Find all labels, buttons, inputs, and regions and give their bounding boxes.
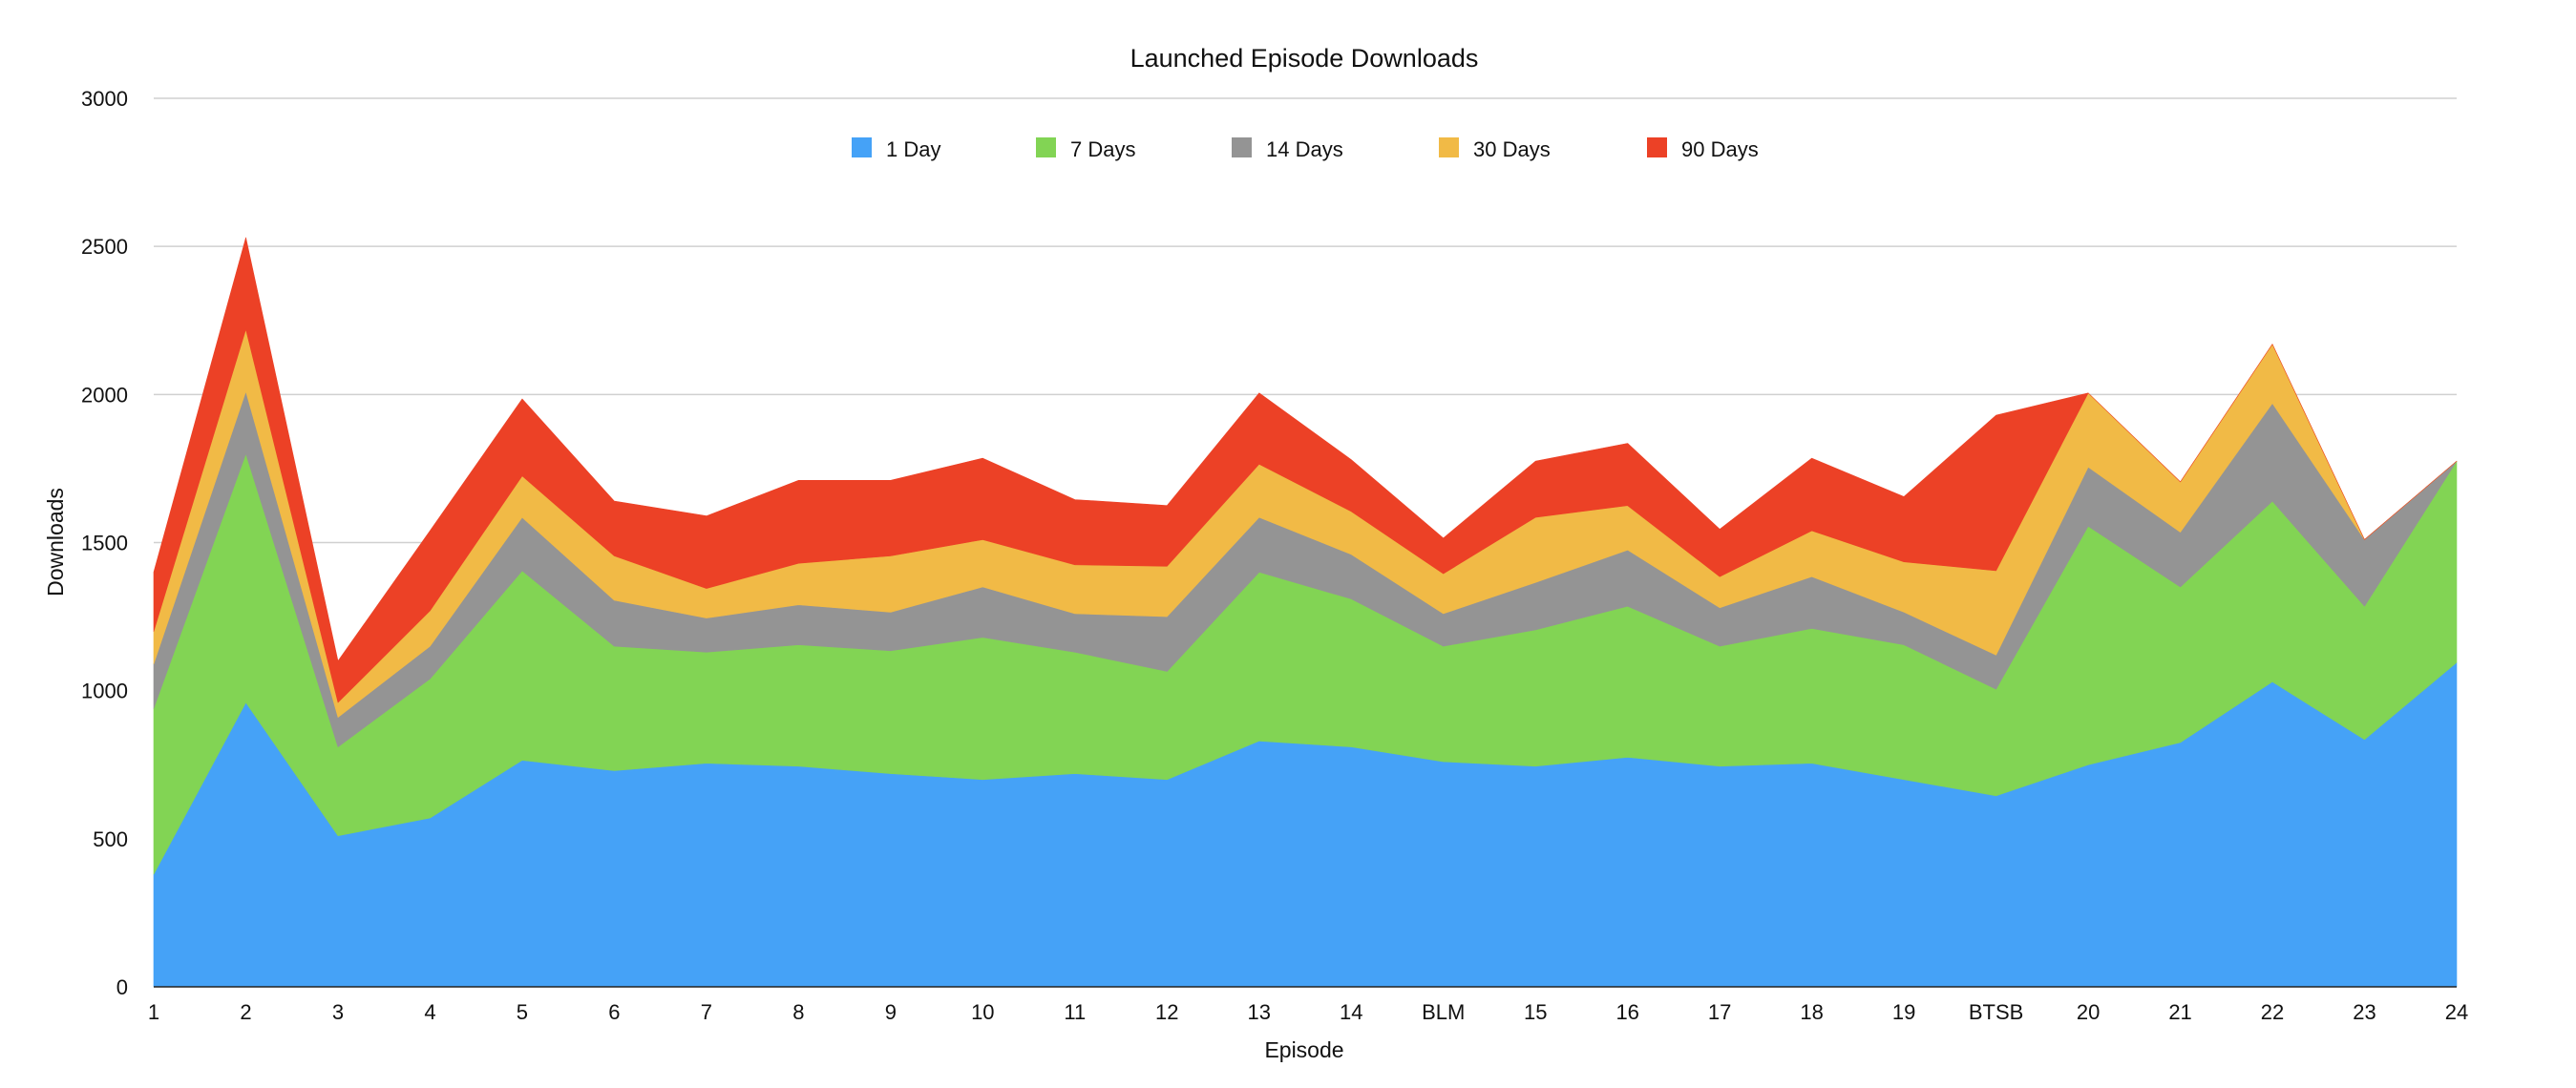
y-tick-label: 2500 bbox=[81, 235, 128, 259]
y-tick-label: 2000 bbox=[81, 383, 128, 407]
x-tick-label: 3 bbox=[332, 1000, 344, 1024]
legend-label: 30 Days bbox=[1473, 137, 1551, 161]
chart-title: Launched Episode Downloads bbox=[1130, 44, 1479, 73]
x-tick-label: BLM bbox=[1422, 1000, 1465, 1024]
x-tick-label: 7 bbox=[701, 1000, 712, 1024]
legend-label: 14 Days bbox=[1266, 137, 1343, 161]
series-area-90-days bbox=[153, 237, 2458, 703]
legend-swatch bbox=[1647, 137, 1667, 157]
x-tick-label: 14 bbox=[1340, 1000, 1362, 1024]
y-tick-label: 3000 bbox=[81, 87, 128, 111]
x-tick-label: 22 bbox=[2261, 1000, 2284, 1024]
legend-swatch bbox=[852, 137, 872, 157]
x-tick-label: 20 bbox=[2077, 1000, 2100, 1024]
legend: 1 Day 7 Days 14 Days 30 Days 90 Days bbox=[852, 137, 1759, 161]
x-tick-label: 24 bbox=[2445, 1000, 2468, 1024]
x-tick-label: 17 bbox=[1708, 1000, 1731, 1024]
x-tick-label: 1 bbox=[148, 1000, 159, 1024]
axes: 1 2 3 4 5 6 7 8 9 10 11 12 13 14 BLM 15 16 17 18 19 BTSB 20 21… bbox=[148, 986, 2468, 1024]
x-tick-label: 15 bbox=[1524, 1000, 1547, 1024]
x-tick-label: 19 bbox=[1892, 1000, 1915, 1024]
x-tick-label: 16 bbox=[1615, 1000, 1638, 1024]
x-tick-label: BTSB bbox=[1969, 1000, 2023, 1024]
x-tick-label: 4 bbox=[424, 1000, 435, 1024]
x-tick-label: 10 bbox=[971, 1000, 994, 1024]
series-areas bbox=[153, 237, 2458, 988]
x-tick-label: 23 bbox=[2353, 1000, 2375, 1024]
legend-swatch bbox=[1439, 137, 1459, 157]
x-axis-title: Episode bbox=[1264, 1037, 1343, 1062]
y-tick-label: 1500 bbox=[81, 532, 128, 555]
y-tick-label: 0 bbox=[116, 975, 128, 999]
legend-label: 7 Days bbox=[1070, 137, 1135, 161]
x-tick-label: 9 bbox=[885, 1000, 897, 1024]
legend-swatch bbox=[1036, 137, 1056, 157]
y-axis-title: Downloads bbox=[43, 488, 68, 596]
legend-label: 90 Days bbox=[1681, 137, 1759, 161]
x-tick-label: 2 bbox=[240, 1000, 251, 1024]
legend-swatch bbox=[1232, 137, 1252, 157]
x-tick-label: 5 bbox=[517, 1000, 528, 1024]
x-tick-label: 18 bbox=[1800, 1000, 1823, 1024]
y-tick-label: 1000 bbox=[81, 680, 128, 703]
x-tick-label: 13 bbox=[1248, 1000, 1271, 1024]
x-tick-label: 6 bbox=[608, 1000, 620, 1024]
x-tick-label: 21 bbox=[2168, 1000, 2191, 1024]
y-tick-label: 500 bbox=[93, 827, 128, 851]
legend-label: 1 Day bbox=[886, 137, 940, 161]
x-tick-label: 11 bbox=[1064, 1000, 1086, 1024]
x-tick-label: 8 bbox=[792, 1000, 804, 1024]
x-tick-label: 12 bbox=[1155, 1000, 1178, 1024]
